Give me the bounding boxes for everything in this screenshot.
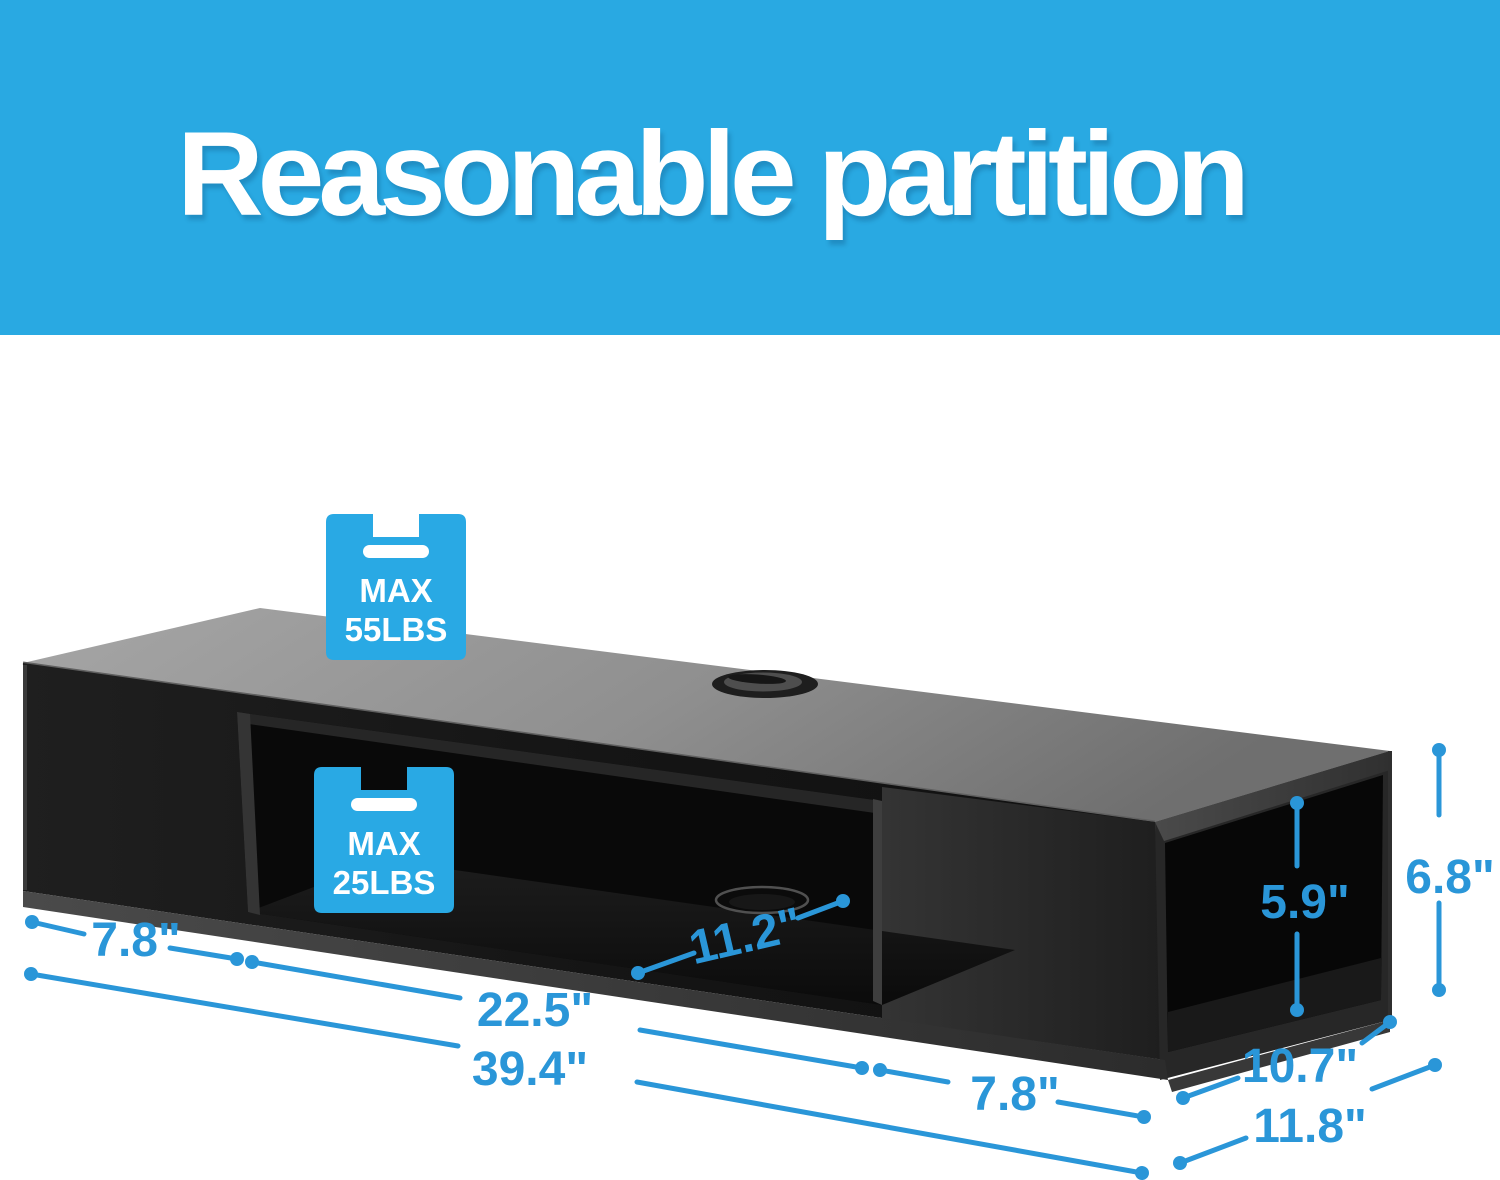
tv-console-render	[22, 608, 1392, 1092]
weight-icon-handle-slot	[363, 545, 429, 558]
weight-icon	[314, 767, 454, 913]
top-cable-grommet-icon	[712, 670, 818, 698]
badge-weight-label: 55LBS	[345, 611, 448, 648]
right-compartment-frame-top	[1155, 751, 1390, 841]
dim-side-opening-width: 10.7"	[1176, 1015, 1397, 1105]
dim-label-overall-height: 6.8"	[1405, 851, 1494, 904]
shelf-cable-grommet-icon	[714, 885, 810, 915]
dim-label-right-section-width: 7.8"	[970, 1068, 1059, 1121]
badge-weight-label: 25LBS	[333, 864, 436, 901]
title-banner: Reasonable partition	[0, 0, 1500, 335]
dim-overall-depth: 11.8"	[1173, 1058, 1442, 1170]
middle-compartment-top-underside	[237, 712, 882, 814]
console-right-section-panel	[882, 787, 1165, 1060]
dim-label-side-opening-height: 5.9"	[1260, 876, 1349, 929]
weight-icon-handle-slot	[351, 798, 417, 811]
dim-label-middle-opening-width: 22.5"	[477, 984, 593, 1037]
console-bottom-bevel-right	[1168, 1020, 1390, 1092]
dim-middle-opening-width: 22.5"	[245, 955, 869, 1075]
console-bottom-bevel-front	[23, 891, 1168, 1080]
page-title: Reasonable partition	[177, 107, 1250, 241]
dim-label-side-opening-width: 10.7"	[1242, 1040, 1358, 1093]
dim-left-section-width: 7.8"	[25, 914, 244, 967]
dim-right-section-width: 7.8"	[873, 1063, 1151, 1124]
weight-icon	[326, 514, 466, 660]
dim-overall-height: 6.8"	[1405, 743, 1495, 997]
badge-max-label: MAX	[359, 572, 432, 609]
dim-label-overall-width: 39.4"	[472, 1043, 588, 1096]
dim-side-opening-height: 5.9"	[1260, 796, 1350, 1017]
console-top-face	[23, 608, 1390, 822]
badge-max-label: MAX	[347, 825, 420, 862]
middle-compartment-left-panel-edge	[237, 712, 260, 915]
dim-label-left-section-width: 7.8"	[91, 914, 180, 967]
weight-badge-top-surface: MAX 55LBS	[326, 514, 466, 660]
right-compartment-floor	[1168, 958, 1381, 1052]
weight-badge-middle-shelf: MAX 25LBS	[314, 767, 454, 913]
middle-compartment-right-panel-edge	[873, 799, 882, 1005]
dim-label-overall-depth: 11.8"	[1253, 1100, 1367, 1153]
dim-overall-width: 39.4"	[24, 967, 1149, 1180]
